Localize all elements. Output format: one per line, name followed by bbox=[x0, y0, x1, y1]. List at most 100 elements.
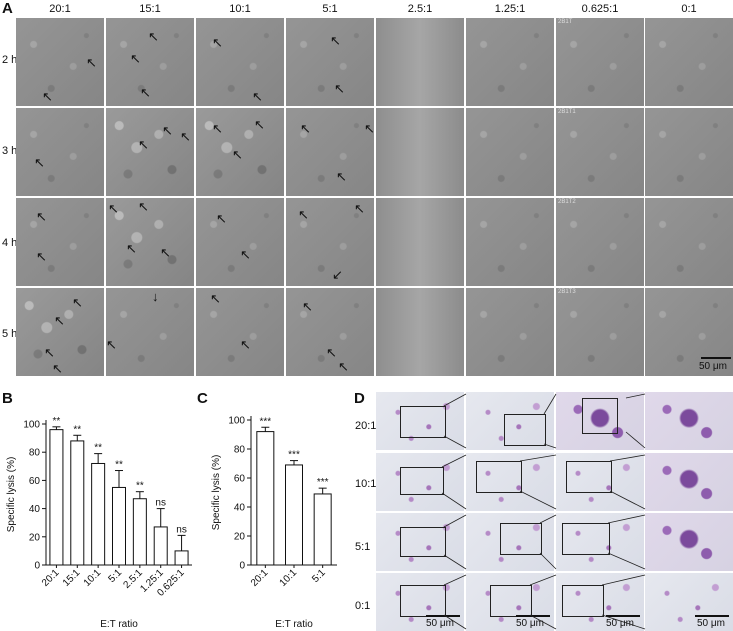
arrow-marker: ↖ bbox=[162, 123, 173, 138]
arrow-marker: ↙ bbox=[332, 267, 343, 282]
bar bbox=[70, 440, 85, 566]
micrograph: ↖ ↖ ↖ bbox=[196, 108, 284, 196]
micrograph bbox=[645, 108, 733, 196]
arrow-marker: ↖ bbox=[298, 207, 309, 222]
micrograph: ↖ ↖ ↖ ↖ bbox=[16, 288, 104, 376]
zoom-box bbox=[500, 523, 542, 555]
col-header-ratio: 20:1 bbox=[49, 3, 71, 15]
micrograph bbox=[466, 18, 554, 106]
y-tick-label: 60 bbox=[234, 474, 246, 485]
micrograph: ↖ bbox=[16, 108, 104, 196]
arrow-marker: ↖ bbox=[160, 245, 171, 260]
bar bbox=[285, 464, 303, 566]
arrow-marker: ↖ bbox=[86, 55, 97, 70]
y-tick-label: 100 bbox=[23, 420, 40, 431]
bar bbox=[132, 498, 147, 566]
micrograph: ↓ ↖ bbox=[106, 288, 194, 376]
col-header-ratio: 0.625:1 bbox=[581, 3, 619, 15]
x-tick-label: 20:1 bbox=[249, 567, 271, 589]
micrograph: 2B1T3 bbox=[556, 288, 644, 376]
scale-bar-label: 50 μm bbox=[426, 618, 454, 629]
zoom-box bbox=[400, 406, 446, 438]
arrow-marker: ↖ bbox=[180, 129, 191, 144]
micrograph: ↖ ↖ ↖ bbox=[106, 108, 194, 196]
significance-label: ** bbox=[53, 416, 61, 427]
micrograph: ↖ ↖ bbox=[286, 18, 374, 106]
stain-image: 50 μm bbox=[556, 573, 644, 631]
scale-bar-label: 50 μm bbox=[516, 618, 544, 629]
scale-bar bbox=[426, 615, 460, 617]
bar bbox=[313, 493, 332, 566]
x-axis-title: E:T ratio bbox=[275, 619, 313, 630]
stain-image bbox=[466, 513, 554, 571]
significance-label: ** bbox=[73, 424, 81, 435]
panel-label-c: C bbox=[197, 390, 208, 407]
arrow-marker: ↖ bbox=[232, 147, 243, 162]
stain-image: 50 μm bbox=[645, 573, 733, 631]
arrow-marker: ↖ bbox=[126, 241, 137, 256]
micrograph bbox=[645, 18, 733, 106]
y-tick-label: 40 bbox=[29, 504, 41, 515]
significance-label: ** bbox=[115, 460, 123, 471]
scale-bar bbox=[516, 615, 550, 617]
y-tick-label: 40 bbox=[234, 503, 246, 514]
arrow-marker: ↖ bbox=[254, 117, 265, 132]
arrow-marker: ↖ bbox=[354, 201, 365, 216]
arrow-marker: ↖ bbox=[36, 209, 47, 224]
micrograph: ↖ ↖ bbox=[16, 18, 104, 106]
panel-label-a: A bbox=[2, 0, 13, 17]
y-tick-label: 100 bbox=[228, 416, 245, 427]
significance-label: *** bbox=[317, 477, 329, 488]
micrograph: ↖ ↖ ↖ bbox=[286, 288, 374, 376]
stain-image: 50 μm bbox=[466, 573, 554, 631]
arrow-marker: ↖ bbox=[210, 291, 221, 306]
arrow-marker: ↖ bbox=[326, 345, 337, 360]
row-label-ratio: 5:1 bbox=[355, 541, 371, 553]
arrow-marker: ↖ bbox=[300, 121, 311, 136]
image-tag: 2B1T bbox=[558, 19, 573, 25]
row-label-time: 3 h bbox=[2, 145, 18, 157]
y-tick-label: 60 bbox=[29, 476, 41, 487]
row-label-ratio: 0:1 bbox=[355, 600, 371, 612]
arrow-marker: ↖ bbox=[216, 211, 227, 226]
micrograph: 2B1T bbox=[556, 18, 644, 106]
x-tick-label: 10:1 bbox=[82, 567, 104, 589]
zoom-box bbox=[562, 523, 610, 555]
col-header-ratio: 2.5:1 bbox=[407, 3, 433, 15]
bar bbox=[112, 486, 126, 566]
y-tick-label: 20 bbox=[29, 532, 41, 543]
significance-label: ** bbox=[136, 481, 144, 492]
arrow-marker: ↖ bbox=[52, 361, 63, 376]
image-tag: 2B1T3 bbox=[558, 289, 576, 295]
y-tick-label: 20 bbox=[234, 532, 246, 543]
stain-image bbox=[376, 453, 464, 511]
significance-label: *** bbox=[259, 416, 271, 427]
micrograph bbox=[376, 288, 464, 376]
micrograph: ↖ ↖ ↖ bbox=[106, 18, 194, 106]
row-label-time: 5 h bbox=[2, 328, 18, 340]
arrow-marker: ↖ bbox=[336, 169, 347, 184]
arrow-marker: ↖ bbox=[330, 33, 341, 48]
micrograph bbox=[376, 198, 464, 286]
y-tick-label: 0 bbox=[34, 561, 40, 572]
stain-image bbox=[556, 513, 644, 571]
col-header-ratio: 15:1 bbox=[139, 3, 161, 15]
zoom-box bbox=[400, 467, 444, 495]
row-label-time: 2 h bbox=[2, 54, 18, 66]
x-tick-label: 5:1 bbox=[310, 567, 328, 585]
significance-label: ns bbox=[176, 524, 187, 535]
scale-bar-label: 50 μm bbox=[606, 618, 634, 629]
micrograph bbox=[645, 198, 733, 286]
zoom-box bbox=[490, 585, 532, 617]
arrow-marker: ↖ bbox=[338, 359, 349, 374]
arrow-marker: ↖ bbox=[140, 85, 151, 100]
zoom-box bbox=[400, 527, 446, 557]
y-axis-title: Specific lysis (%) bbox=[211, 455, 222, 531]
arrow-marker: ↓ bbox=[152, 289, 159, 304]
stain-image: 50 μm bbox=[376, 573, 464, 631]
arrow-marker: ↖ bbox=[54, 313, 65, 328]
arrow-marker: ↖ bbox=[252, 89, 263, 104]
stain-image bbox=[556, 392, 644, 450]
micrograph: 50 μm bbox=[645, 288, 733, 376]
arrow-marker: ↖ bbox=[42, 89, 53, 104]
